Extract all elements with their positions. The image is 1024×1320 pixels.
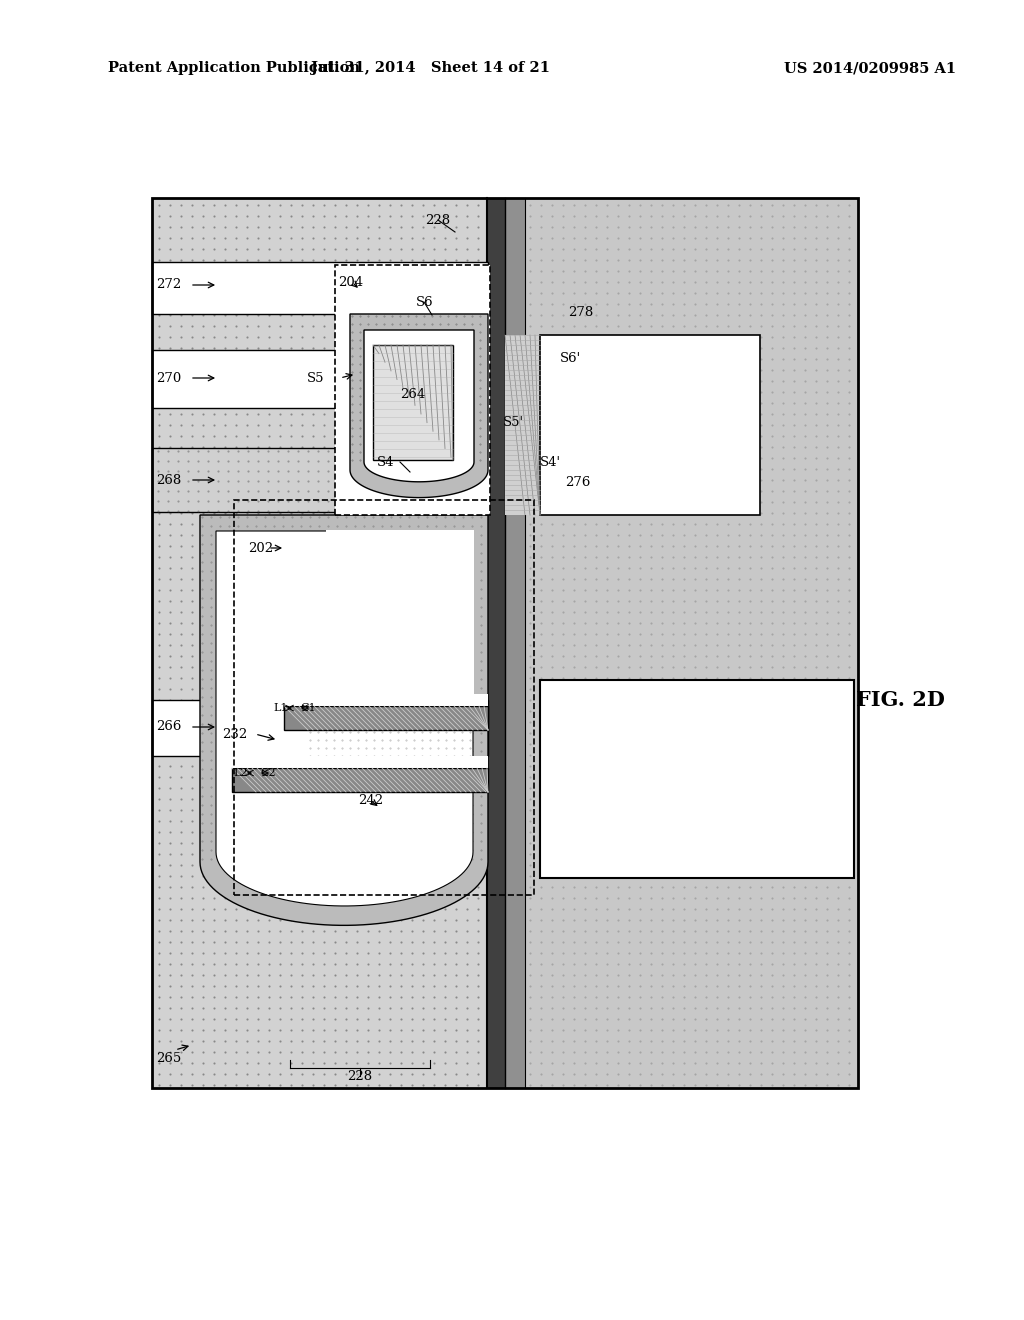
Bar <box>232 768 488 792</box>
Bar <box>373 345 453 459</box>
Bar <box>234 500 534 895</box>
Bar <box>326 531 474 698</box>
Text: Jul. 31, 2014   Sheet 14 of 21: Jul. 31, 2014 Sheet 14 of 21 <box>310 61 550 75</box>
Polygon shape <box>200 515 488 925</box>
Text: S6': S6' <box>560 351 582 364</box>
Bar <box>152 198 858 1088</box>
Text: 204: 204 <box>338 276 364 289</box>
Text: 242: 242 <box>358 793 383 807</box>
Text: L2: L2 <box>233 768 248 777</box>
Polygon shape <box>364 330 474 482</box>
Text: 272: 272 <box>156 279 181 292</box>
Text: Patent Application Publication: Patent Application Publication <box>108 61 360 75</box>
Bar <box>152 700 488 756</box>
Bar <box>487 198 505 1088</box>
Bar <box>505 198 858 1088</box>
Bar <box>284 694 488 706</box>
Bar <box>152 198 858 1088</box>
Text: S5': S5' <box>503 416 524 429</box>
Text: 264: 264 <box>400 388 426 401</box>
Bar <box>505 198 525 1088</box>
Bar <box>152 261 488 314</box>
Bar <box>152 350 488 408</box>
Bar <box>152 447 488 512</box>
Text: 266: 266 <box>156 721 181 734</box>
Text: 276: 276 <box>565 475 591 488</box>
Text: 268: 268 <box>156 474 181 487</box>
Bar <box>284 706 488 730</box>
Text: 278: 278 <box>568 305 593 318</box>
Text: US 2014/0209985 A1: US 2014/0209985 A1 <box>784 61 956 75</box>
Text: 228: 228 <box>425 214 451 227</box>
Text: 265: 265 <box>156 1052 181 1064</box>
Bar <box>540 680 854 878</box>
Bar <box>505 335 540 515</box>
Text: 232: 232 <box>222 727 247 741</box>
Polygon shape <box>216 531 473 906</box>
Text: S5: S5 <box>306 371 324 384</box>
Text: L1: L1 <box>273 704 288 713</box>
Bar <box>335 265 490 515</box>
Bar <box>335 265 490 515</box>
Text: C1: C1 <box>300 704 315 713</box>
Text: C2: C2 <box>260 768 275 777</box>
Text: 270: 270 <box>156 371 181 384</box>
Bar <box>232 756 488 768</box>
Text: S4: S4 <box>377 455 394 469</box>
Bar <box>540 335 760 515</box>
Polygon shape <box>350 314 488 498</box>
Text: FIG. 2D: FIG. 2D <box>856 690 944 710</box>
Text: 202: 202 <box>248 541 273 554</box>
Text: 228: 228 <box>347 1069 373 1082</box>
Text: S6: S6 <box>416 296 433 309</box>
Text: S4': S4' <box>540 455 561 469</box>
